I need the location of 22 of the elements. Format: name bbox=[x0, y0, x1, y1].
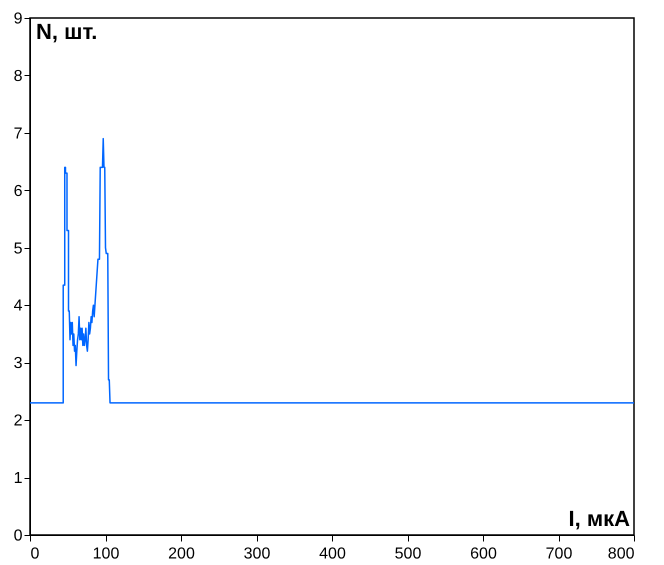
y-tick-label: 1 bbox=[14, 470, 23, 488]
y-tick-label: 9 bbox=[14, 10, 23, 28]
x-tick-label: 100 bbox=[92, 546, 120, 562]
x-tick-label: 700 bbox=[546, 546, 572, 562]
y-tick-label: 2 bbox=[14, 412, 23, 430]
y-tick-label: 4 bbox=[14, 298, 23, 315]
x-tick-label: 800 bbox=[608, 546, 635, 562]
x-tick-label: 500 bbox=[394, 546, 422, 562]
x-tick-label: 400 bbox=[319, 546, 346, 562]
x-tick-label: 300 bbox=[244, 546, 270, 562]
y-tick-label: 0 bbox=[14, 528, 23, 544]
x-tick-label: 200 bbox=[168, 546, 195, 562]
line-series bbox=[30, 138, 634, 404]
y-tick-label: 7 bbox=[14, 125, 23, 142]
y-tick-label: 5 bbox=[14, 240, 23, 258]
y-axis-title: N, шт. bbox=[36, 19, 98, 44]
x-axis-title: I, мкА bbox=[568, 506, 630, 531]
y-tick-label: 3 bbox=[14, 355, 23, 372]
y-tick-label: 6 bbox=[14, 182, 23, 200]
x-tick-label: 600 bbox=[470, 546, 497, 562]
x-tick-label: 0 bbox=[30, 546, 40, 562]
y-tick-label: 8 bbox=[14, 68, 23, 85]
